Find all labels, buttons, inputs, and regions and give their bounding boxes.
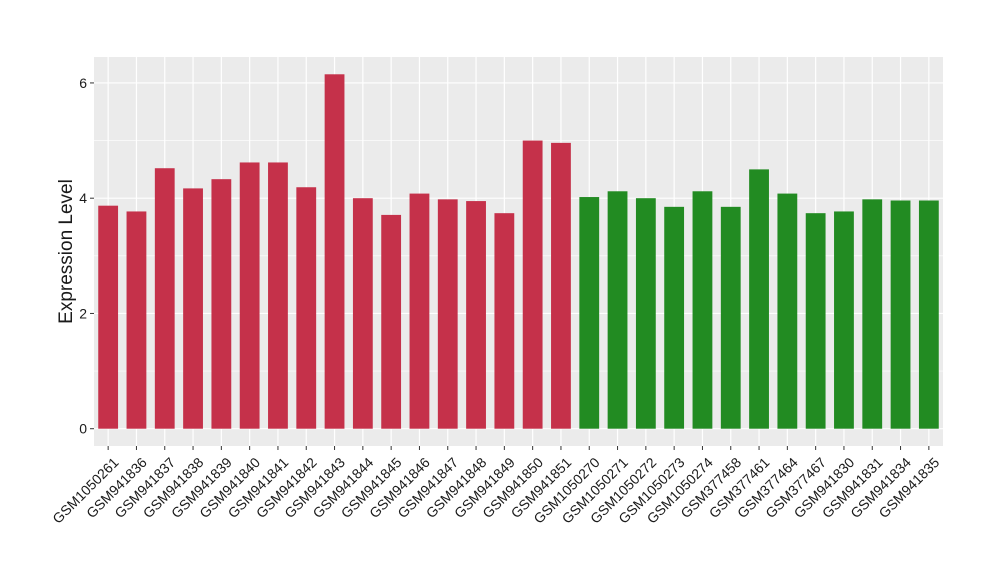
bar-GSM941842 bbox=[296, 187, 317, 429]
bar-GSM1050273 bbox=[664, 206, 685, 429]
bar-GSM941831 bbox=[862, 199, 883, 429]
bar-GSM941851 bbox=[551, 142, 571, 429]
plot-panel bbox=[94, 57, 943, 446]
bar-GSM941830 bbox=[834, 211, 854, 429]
y-tick-label: 0 bbox=[79, 421, 87, 437]
bar-GSM377467 bbox=[805, 213, 826, 429]
bar-GSM941840 bbox=[239, 162, 260, 429]
bar-GSM941850 bbox=[522, 140, 543, 429]
bar-GSM1050261 bbox=[98, 205, 119, 429]
bar-GSM941834 bbox=[890, 200, 911, 429]
bar-GSM377461 bbox=[749, 169, 769, 429]
bar-GSM941849 bbox=[494, 213, 515, 429]
bar-GSM941835 bbox=[918, 200, 939, 429]
bar-GSM941839 bbox=[211, 179, 232, 429]
bar-GSM1050272 bbox=[635, 198, 656, 429]
y-axis: 0 2 4 6 bbox=[79, 75, 94, 437]
bar-GSM1050270 bbox=[579, 197, 600, 429]
bar-GSM941837 bbox=[154, 168, 175, 429]
bar-GSM941844 bbox=[352, 198, 373, 429]
bar-GSM941836 bbox=[126, 211, 147, 429]
x-axis: GSM1050261GSM941836GSM941837GSM941838GSM… bbox=[49, 446, 942, 527]
bar-GSM941847 bbox=[437, 199, 458, 429]
bar-GSM941841 bbox=[268, 162, 288, 429]
bar-GSM377458 bbox=[720, 206, 741, 429]
bar-GSM941843 bbox=[324, 74, 345, 429]
y-tick-label: 2 bbox=[79, 305, 87, 321]
bar-GSM941838 bbox=[183, 188, 203, 429]
bar-GSM941846 bbox=[409, 193, 430, 429]
bar-GSM1050271 bbox=[607, 191, 628, 429]
y-axis-label: Expression Level bbox=[56, 179, 77, 324]
bar-GSM1050274 bbox=[692, 191, 713, 429]
bars bbox=[98, 74, 939, 429]
y-tick-label: 6 bbox=[79, 75, 87, 91]
y-tick-label: 4 bbox=[79, 190, 87, 206]
bar-GSM377464 bbox=[777, 193, 798, 429]
bar-GSM941845 bbox=[381, 214, 402, 429]
bar-GSM941848 bbox=[466, 201, 486, 429]
